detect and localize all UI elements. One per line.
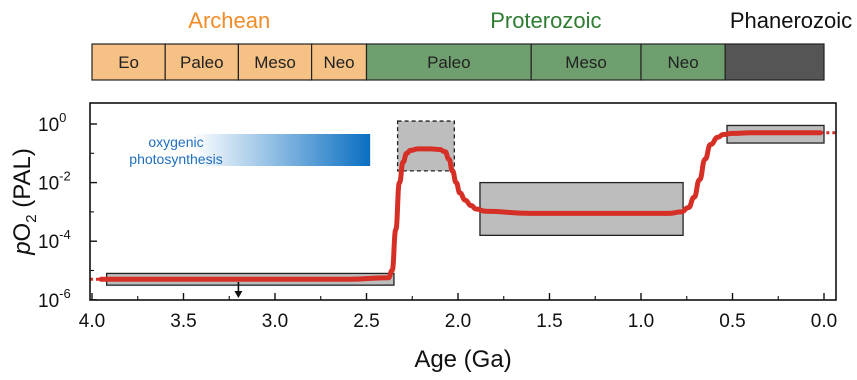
era-label: Neo	[323, 53, 354, 72]
y-tick-label: 10-6	[38, 286, 71, 312]
annotation-text: photosynthesis	[129, 151, 222, 167]
geologic-timescale: Eo Paleo Meso Neo Paleo Meso Neo Archean Protero…	[91, 8, 852, 81]
y-axis-title: pO2 (PAL)	[9, 148, 40, 256]
x-tick-label: 2.5	[353, 311, 379, 332]
era-label: Meso	[254, 53, 296, 72]
x-tick-label: 0.5	[719, 311, 745, 332]
series-line	[98, 130, 823, 282]
x-tick-label: 1.5	[536, 311, 562, 332]
x-tick-label: 2.0	[445, 311, 471, 332]
era-box	[724, 43, 825, 81]
x-tick-label: 4.0	[79, 311, 105, 332]
era-box	[164, 43, 239, 81]
y-tick-label: 10-4	[38, 227, 71, 253]
x-tick-label: 3.0	[262, 311, 288, 332]
constraint-box	[396, 120, 455, 172]
eon-label: Phanerozoic	[730, 8, 852, 33]
eon-label: Proterozoic	[490, 8, 601, 33]
x-tick-label: 3.5	[170, 311, 196, 332]
y-tick-label: 100	[38, 110, 66, 136]
x-tick-label: 1.0	[628, 311, 654, 332]
era-box	[91, 43, 166, 81]
x-axis-title: Age (Ga)	[414, 346, 511, 373]
photosynthesis-gradient-bar	[192, 134, 371, 166]
constraint-box	[479, 181, 684, 236]
x-tick-label: 0.0	[811, 311, 837, 332]
axes: 4.0 3.5 3.0 2.5 2.0 1.5 1.0 0.5 0.0 100 10-2 10-4 10…	[9, 102, 837, 373]
era-box	[530, 43, 642, 81]
eon-label: Archean	[188, 8, 270, 33]
annotation-text: oxygenic	[148, 134, 203, 150]
arrow-marker-head	[234, 291, 243, 298]
era-label: Neo	[667, 53, 698, 72]
era-label: Paleo	[427, 53, 470, 72]
era-label: Eo	[118, 53, 139, 72]
plot-frame	[89, 102, 837, 301]
era-box	[237, 43, 313, 81]
era-box	[640, 43, 726, 81]
era-box	[365, 43, 532, 81]
era-label: Meso	[565, 53, 607, 72]
era-label: Paleo	[180, 53, 223, 72]
y-tick-label: 10-2	[38, 169, 71, 195]
